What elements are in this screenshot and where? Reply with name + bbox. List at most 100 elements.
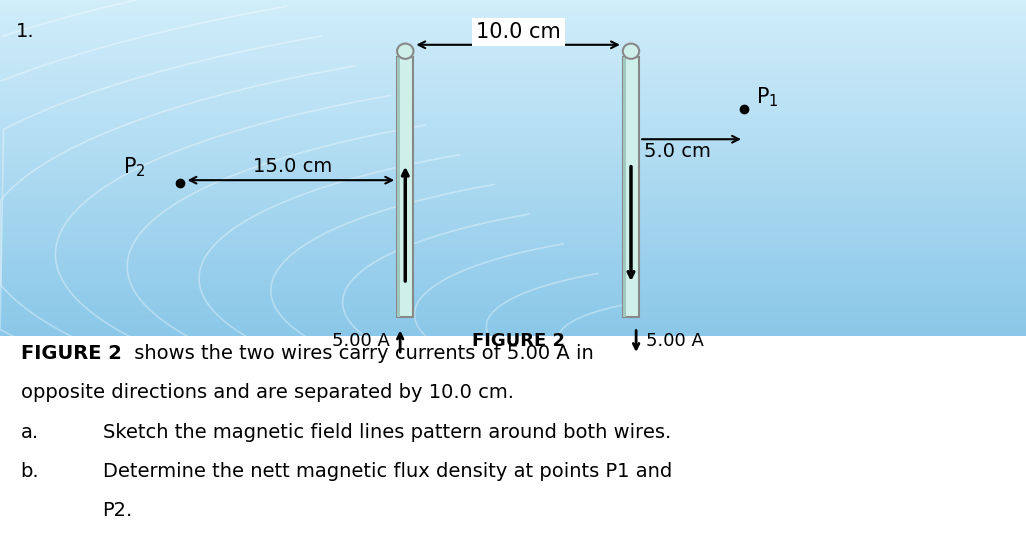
Bar <box>0 156 1026 159</box>
Bar <box>0 14 1026 17</box>
Bar <box>0 34 1026 37</box>
Bar <box>0 90 1026 93</box>
Bar <box>0 190 1026 193</box>
Bar <box>0 33 1026 35</box>
Bar <box>0 88 1026 91</box>
Bar <box>0 285 1026 288</box>
Bar <box>623 57 626 317</box>
Bar <box>0 290 1026 293</box>
Bar <box>0 292 1026 294</box>
Bar <box>0 62 1026 64</box>
Bar <box>0 143 1026 146</box>
Bar <box>0 28 1026 31</box>
Bar <box>0 182 1026 185</box>
Bar <box>0 331 1026 334</box>
Bar <box>0 11 1026 14</box>
Bar <box>0 197 1026 200</box>
Bar <box>0 84 1026 86</box>
Bar <box>0 246 1026 249</box>
Bar <box>0 317 1026 320</box>
Bar <box>0 139 1026 142</box>
Bar <box>0 112 1026 115</box>
Text: a.: a. <box>21 423 39 442</box>
Bar <box>0 176 1026 180</box>
Bar <box>0 258 1026 260</box>
Bar <box>0 263 1026 266</box>
Bar <box>0 36 1026 39</box>
Bar <box>0 58 1026 61</box>
Bar <box>0 242 1026 246</box>
Bar <box>0 227 1026 230</box>
Bar <box>0 336 1026 339</box>
Text: P$_2$: P$_2$ <box>123 155 146 179</box>
Bar <box>0 185 1026 188</box>
Bar <box>0 107 1026 110</box>
Bar <box>0 180 1026 183</box>
Bar <box>0 183 1026 186</box>
Bar <box>623 57 639 317</box>
Bar <box>0 25 1026 27</box>
Bar <box>0 17 1026 20</box>
Bar <box>0 308 1026 311</box>
Bar <box>0 126 1026 129</box>
Bar <box>0 162 1026 164</box>
Bar <box>0 319 1026 322</box>
Bar <box>0 321 1026 323</box>
Bar <box>0 163 1026 166</box>
Bar <box>0 254 1026 257</box>
Bar <box>0 109 1026 112</box>
Bar <box>0 124 1026 127</box>
Bar <box>0 63 1026 66</box>
Bar <box>0 188 1026 191</box>
Bar <box>0 16 1026 19</box>
Bar <box>0 253 1026 256</box>
Bar <box>0 229 1026 232</box>
Text: shows the two wires carry currents of 5.00 A in: shows the two wires carry currents of 5.… <box>128 344 594 363</box>
Bar <box>0 217 1026 220</box>
Bar <box>0 334 1026 337</box>
Bar <box>0 241 1026 244</box>
Bar <box>0 307 1026 310</box>
Bar <box>0 38 1026 40</box>
Bar <box>0 85 1026 88</box>
Bar <box>0 327 1026 330</box>
Bar <box>0 297 1026 300</box>
Bar <box>0 238 1026 240</box>
Bar <box>0 273 1026 276</box>
Bar <box>0 170 1026 173</box>
Text: P2.: P2. <box>103 501 132 520</box>
Bar <box>0 104 1026 106</box>
Ellipse shape <box>397 44 413 59</box>
Bar <box>0 48 1026 51</box>
Bar <box>0 250 1026 252</box>
Bar <box>0 117 1026 120</box>
Bar <box>0 119 1026 122</box>
Bar <box>0 288 1026 291</box>
Bar <box>0 72 1026 74</box>
Bar <box>0 305 1026 308</box>
Bar <box>0 187 1026 189</box>
Bar <box>0 75 1026 78</box>
Bar <box>0 105 1026 108</box>
Bar <box>0 68 1026 71</box>
Bar <box>0 46 1026 49</box>
Bar <box>0 136 1026 139</box>
Bar <box>0 99 1026 102</box>
Bar <box>0 256 1026 259</box>
Bar <box>0 79 1026 81</box>
Bar <box>0 200 1026 203</box>
Bar <box>0 324 1026 327</box>
Bar <box>0 278 1026 281</box>
Bar <box>0 195 1026 198</box>
Bar <box>0 225 1026 228</box>
Bar <box>0 336 1026 546</box>
Bar <box>0 67 1026 69</box>
Bar <box>0 77 1026 80</box>
Bar <box>0 262 1026 264</box>
Bar <box>0 231 1026 234</box>
Bar <box>0 221 1026 223</box>
Text: 5.00 A: 5.00 A <box>332 333 390 350</box>
Bar <box>0 316 1026 318</box>
Bar <box>0 168 1026 171</box>
Bar <box>0 276 1026 280</box>
